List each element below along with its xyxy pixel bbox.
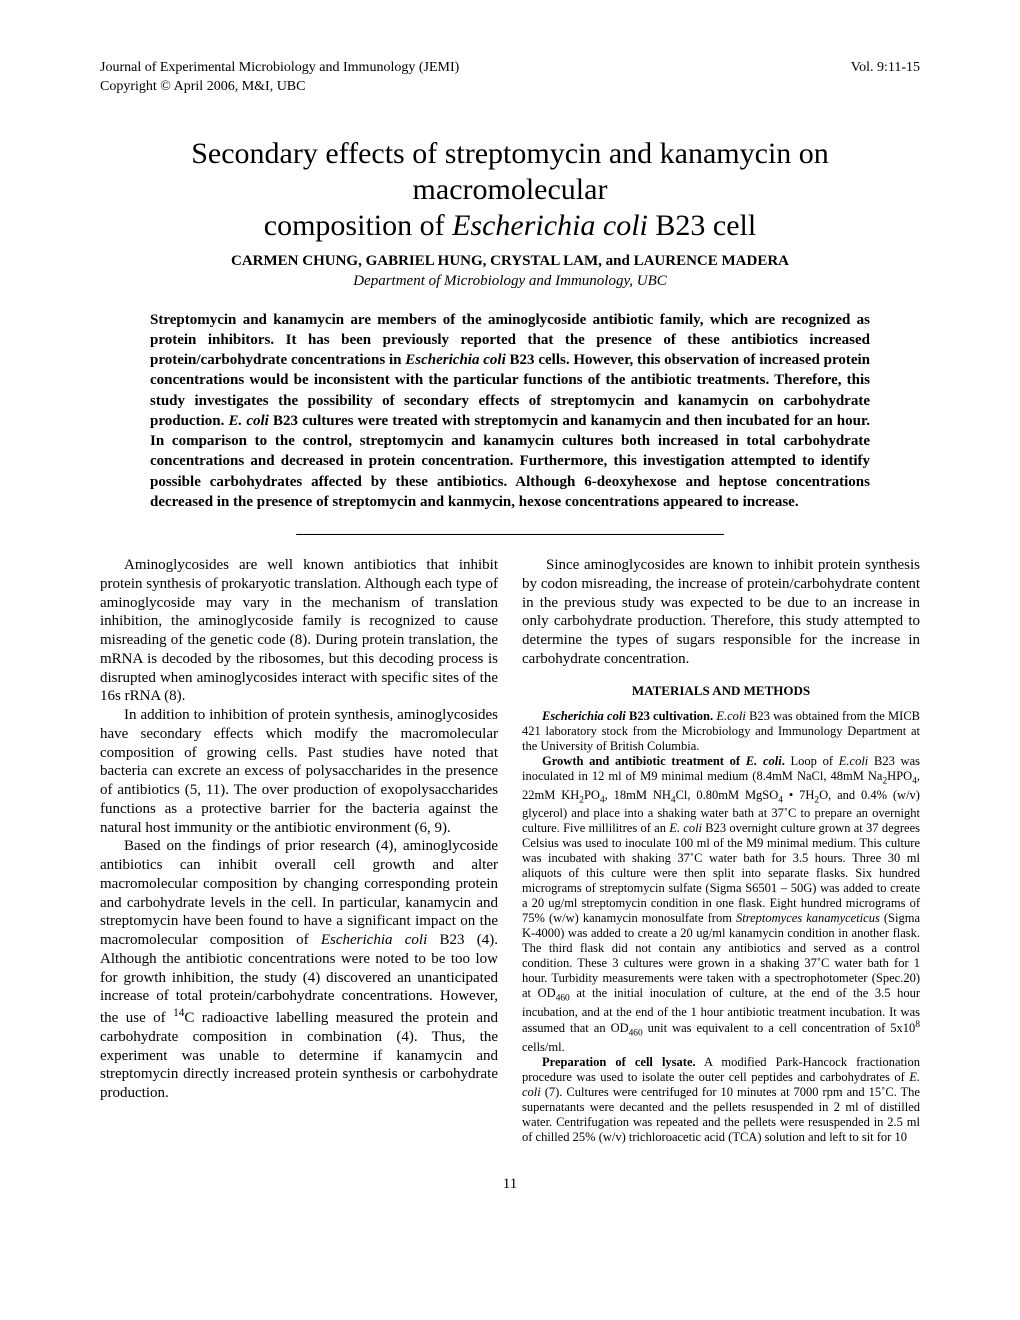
- methods-para-2: Growth and antibiotic treatment of E. co…: [522, 754, 920, 1055]
- intro-para-2: In addition to inhibition of protein syn…: [100, 706, 498, 837]
- intro-para-4: Since aminoglycosides are known to inhib…: [522, 556, 920, 669]
- left-column: Aminoglycosides are well known antibioti…: [100, 556, 498, 1145]
- methods-para-1: Escherichia coli B23 cultivation. E.coli…: [522, 709, 920, 754]
- separator-line: ________________________________________…: [100, 520, 920, 538]
- page-number: 11: [100, 1175, 920, 1193]
- affiliation: Department of Microbiology and Immunolog…: [100, 272, 920, 290]
- copyright-line: Copyright © April 2006, M&I, UBC: [100, 79, 920, 96]
- intro-para-1: Aminoglycosides are well known antibioti…: [100, 556, 498, 706]
- right-column: Since aminoglycosides are known to inhib…: [522, 556, 920, 1145]
- intro-para-3: Based on the findings of prior research …: [100, 837, 498, 1103]
- article-title: Secondary effects of streptomycin and ka…: [100, 136, 920, 244]
- methods-text: Escherichia coli B23 cultivation. E.coli…: [522, 709, 920, 1145]
- authors-list: CARMEN CHUNG, GABRIEL HUNG, CRYSTAL LAM,…: [100, 252, 920, 270]
- volume-info: Vol. 9:11-15: [851, 60, 920, 77]
- body-columns: Aminoglycosides are well known antibioti…: [100, 556, 920, 1145]
- abstract-text: Streptomycin and kanamycin are members o…: [150, 310, 870, 513]
- journal-name: Journal of Experimental Microbiology and…: [100, 60, 459, 77]
- methods-para-3: Preparation of cell lysate. A modified P…: [522, 1055, 920, 1145]
- methods-heading: MATERIALS AND METHODS: [522, 683, 920, 699]
